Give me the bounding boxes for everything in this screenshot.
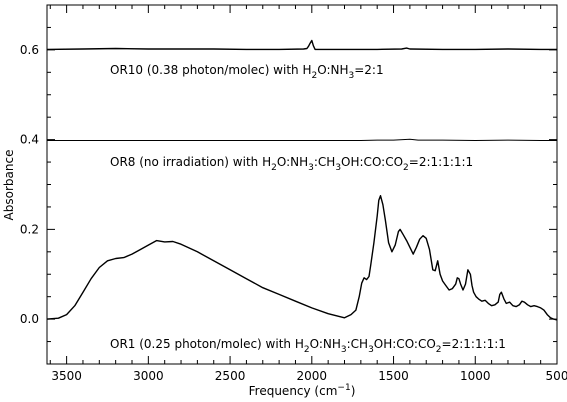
series-line-or1 <box>46 194 558 321</box>
annotation-or10: OR10 (0.38 photon/molec) with H2O:NH3=2:… <box>110 63 384 81</box>
y-tick-label: 0.4 <box>20 133 39 147</box>
x-axis-title: Frequency (cm−1) <box>249 383 356 398</box>
x-tick-label: 1500 <box>378 369 409 383</box>
axis-ticks: 3500 3000 2500 2000 1500 1000 500 0.0 0.2 0.4 0.6 <box>20 5 567 383</box>
series-line-or8 <box>47 138 557 141</box>
annotation-or1: OR1 (0.25 photon/molec) with H2O:NH3:CH3… <box>110 337 506 355</box>
y-axis-title: Absorbance <box>2 150 16 221</box>
x-tick-label: 1000 <box>460 369 491 383</box>
y-tick-label: 0.2 <box>20 222 39 236</box>
x-tick-label: 3000 <box>133 369 164 383</box>
x-tick-label: 3500 <box>51 369 82 383</box>
x-tick-label: 2500 <box>215 369 246 383</box>
series-line-or10 <box>46 39 557 51</box>
plot-frame <box>46 4 558 365</box>
x-tick-label: 2000 <box>297 369 328 383</box>
y-tick-label: 0.6 <box>20 43 39 57</box>
x-tick-label: 500 <box>546 369 567 383</box>
y-tick-label: 0.0 <box>20 312 39 326</box>
annotation-or8: OR8 (no irradiation) with H2O:NH3:CH3OH:… <box>110 155 473 173</box>
series-lines <box>46 39 558 321</box>
series-annotations: OR10 (0.38 photon/molec) with H2O:NH3=2:… <box>110 63 506 355</box>
